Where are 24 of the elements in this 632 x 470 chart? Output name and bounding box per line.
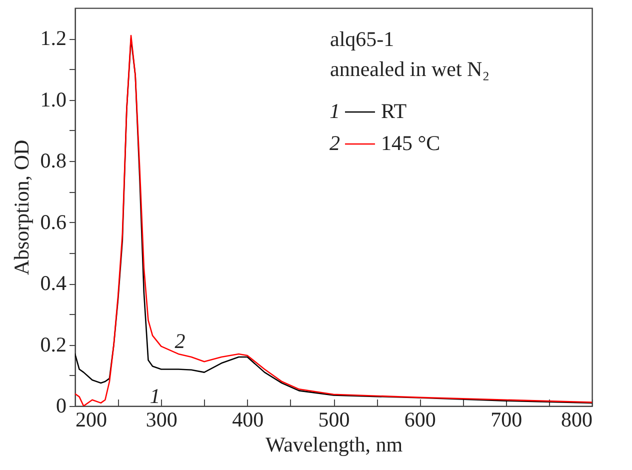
y-tick-label: 0 [56, 394, 66, 418]
annotation: alq65-1 [330, 27, 394, 51]
x-tick-label: 600 [404, 408, 436, 432]
x-tick-label: 700 [490, 408, 522, 432]
x-tick-label: 800 [561, 408, 592, 432]
text: 2 [330, 131, 340, 155]
text: 1 [330, 99, 340, 123]
y-tick-label: 1.2 [40, 26, 66, 50]
x-axis-title: Wavelength, nm [265, 432, 403, 456]
annotation: annealed in wet N₂ [330, 57, 490, 81]
y-tick-label: 0.8 [40, 148, 66, 173]
x-tick-label: 400 [232, 408, 264, 432]
x-tick-label: 300 [146, 408, 178, 432]
y-tick-label: 0.6 [40, 210, 66, 234]
y-tick-label: 0.2 [40, 332, 66, 356]
annotation: 1 [150, 384, 160, 408]
y-axis-title: Absorption, OD [9, 140, 34, 276]
legend-label: 145 °C [381, 131, 440, 155]
legend-label: RT [381, 99, 407, 123]
y-tick-label: 1.0 [40, 87, 66, 112]
y-tick-label: 0.4 [40, 271, 67, 296]
annotation: 2 [174, 329, 186, 353]
x-tick-label: 500 [318, 408, 350, 432]
x-tick-label: 200 [76, 408, 107, 432]
